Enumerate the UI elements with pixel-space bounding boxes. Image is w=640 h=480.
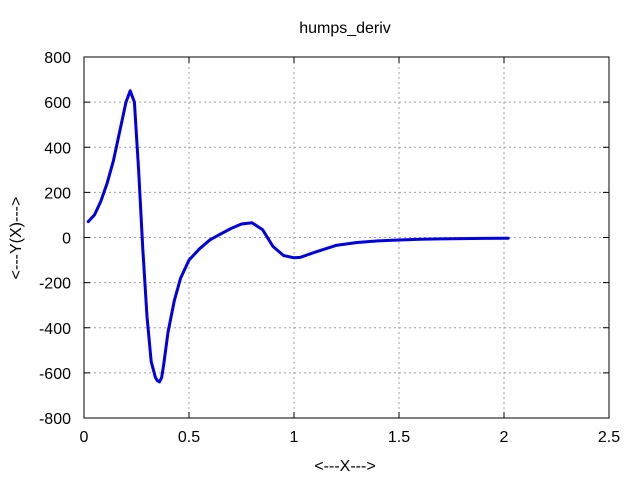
series-line xyxy=(86,89,510,384)
y-axis-label: <---Y(X)---> xyxy=(8,197,25,280)
y-tick-label: -600 xyxy=(39,366,71,383)
x-axis-label: <---X---> xyxy=(314,458,375,475)
y-tick-label: 200 xyxy=(44,185,71,202)
y-tick-label: -200 xyxy=(39,276,71,293)
y-tick-label: 0 xyxy=(62,231,71,248)
y-tick-label: -800 xyxy=(39,411,71,428)
y-tick-label: 600 xyxy=(44,95,71,112)
x-tick-label: 2.5 xyxy=(598,429,620,446)
x-tick-label: 1.5 xyxy=(388,429,410,446)
x-tick-label: 1 xyxy=(290,429,299,446)
series-layer xyxy=(86,89,510,384)
x-tick-label: 2 xyxy=(500,429,509,446)
ticks: 0 0.5 1 1.5 2 2.5 -800 -600 -400 -200 0 200 400 600 80… xyxy=(39,50,620,446)
y-tick-label: 800 xyxy=(44,50,71,67)
chart-title: humps_deriv xyxy=(299,20,391,37)
x-tick-label: 0.5 xyxy=(178,429,200,446)
y-tick-label: -400 xyxy=(39,321,71,338)
y-tick-label: 400 xyxy=(44,140,71,157)
x-tick-label: 0 xyxy=(80,429,89,446)
